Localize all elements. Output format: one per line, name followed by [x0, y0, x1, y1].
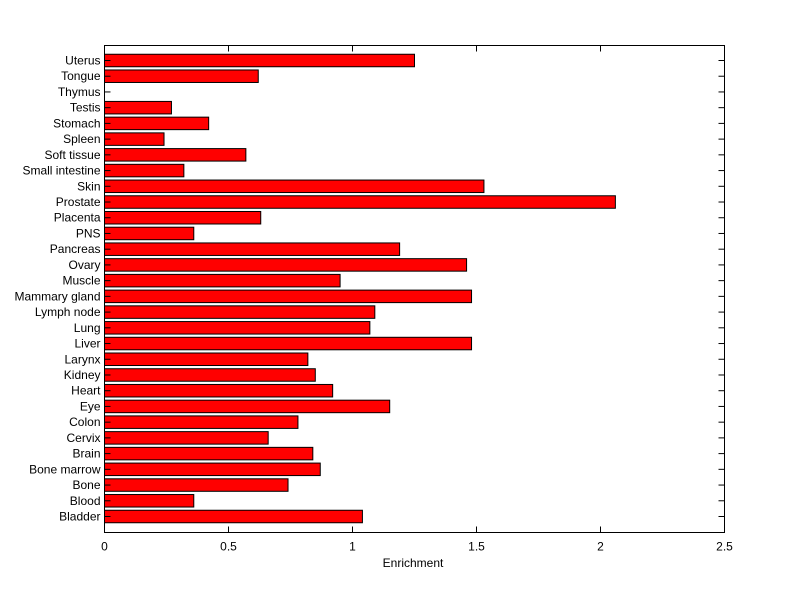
bar-bone-marrow — [104, 462, 321, 477]
bar-pancreas — [104, 242, 401, 256]
y-tick-label: Eye — [80, 399, 101, 413]
bar-heart — [104, 383, 334, 398]
y-tick-label: Skin — [77, 179, 100, 193]
y-tick-label: Blood — [70, 494, 101, 508]
plot-frame — [104, 45, 725, 533]
bar-kidney — [104, 368, 316, 382]
y-tick-label: Ovary — [68, 258, 100, 272]
bar-pns — [104, 226, 195, 241]
bar-stomach — [104, 116, 210, 131]
bar-bladder — [104, 509, 363, 524]
y-tick-label: Tongue — [61, 69, 101, 83]
bar-muscle — [104, 273, 341, 288]
x-tick-label: 0 — [101, 540, 108, 554]
bar-tongue — [104, 69, 259, 83]
bar-blood — [104, 494, 195, 508]
y-tick-label: Heart — [71, 384, 101, 398]
bar-liver — [104, 336, 473, 351]
bar-larynx — [104, 352, 309, 367]
x-tick-label: 2 — [597, 540, 604, 554]
y-tick-label: Thymus — [58, 85, 101, 99]
y-tick-label: PNS — [76, 226, 101, 240]
x-tick-label: 0.5 — [220, 540, 237, 554]
y-tick-label: Placenta — [54, 211, 101, 225]
y-tick-label: Soft tissue — [44, 148, 100, 162]
y-tick-label: Cervix — [66, 431, 100, 445]
y-tick-label: Mammary gland — [14, 289, 100, 303]
y-tick-label: Lymph node — [35, 305, 101, 319]
y-tick-label: Colon — [69, 415, 100, 429]
x-tick-label: 2.5 — [716, 540, 733, 554]
y-tick-label: Spleen — [63, 132, 100, 146]
y-tick-label: Prostate — [56, 195, 101, 209]
bar-prostate — [104, 195, 616, 209]
bar-uterus — [104, 53, 415, 68]
y-tick-label: Bladder — [59, 510, 100, 524]
bar-testis — [104, 100, 172, 115]
y-tick-label: Small intestine — [22, 164, 100, 178]
y-tick-label: Stomach — [53, 116, 100, 130]
y-tick-label: Brain — [72, 447, 100, 461]
x-tick-label: 1 — [349, 540, 356, 554]
x-tick-label: 1.5 — [468, 540, 485, 554]
y-tick-label: Bone marrow — [29, 462, 101, 476]
x-axis-label: Enrichment — [383, 556, 444, 570]
y-tick-label: Larynx — [64, 352, 100, 366]
y-tick-label: Pancreas — [50, 242, 101, 256]
bar-colon — [104, 415, 299, 429]
bar-mammary-gland — [104, 289, 473, 304]
bar-placenta — [104, 210, 262, 225]
y-tick-label: Lung — [74, 321, 101, 335]
y-tick-label: Uterus — [65, 54, 100, 68]
y-tick-label: Testis — [70, 101, 101, 115]
bar-bone — [104, 478, 289, 492]
bar-skin — [104, 179, 485, 194]
bar-small-intestine — [104, 163, 185, 178]
bar-soft-tissue — [104, 148, 247, 162]
bar-cervix — [104, 431, 269, 445]
bar-eye — [104, 399, 391, 414]
bar-lymph-node — [104, 305, 376, 319]
y-tick-label: Liver — [74, 337, 100, 351]
y-tick-label: Muscle — [62, 274, 100, 288]
y-tick-label: Kidney — [64, 368, 101, 382]
bar-ovary — [104, 258, 468, 272]
bar-spleen — [104, 132, 165, 146]
y-tick-label: Bone — [72, 478, 100, 492]
bar-lung — [104, 321, 371, 335]
bar-brain — [104, 446, 314, 461]
